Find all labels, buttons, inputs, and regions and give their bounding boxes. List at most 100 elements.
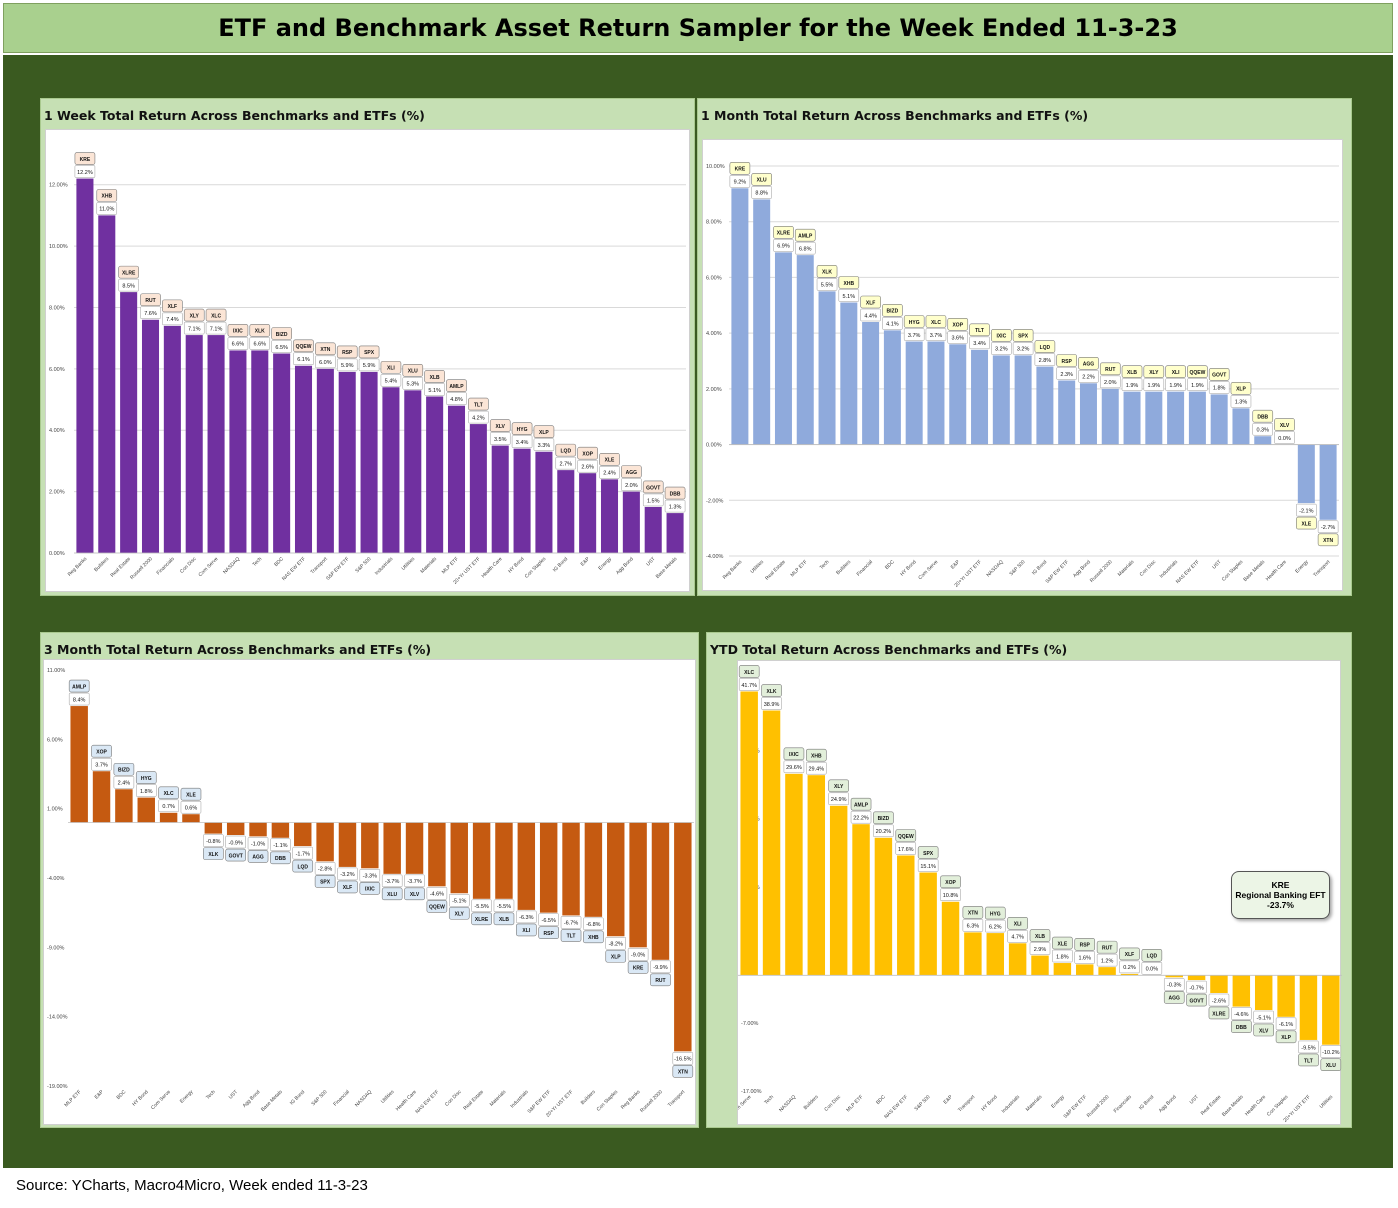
- three_month-ticker-label: RUT: [655, 978, 665, 984]
- ytd-data-label: 0.0%: [1146, 967, 1159, 973]
- week-category-label: UST: [645, 556, 656, 567]
- three_month-ticker-label: XLC: [164, 791, 174, 797]
- month-bar-hyg: [905, 341, 923, 445]
- month-category-label: Materials: [1117, 559, 1136, 578]
- ytd-data-label: -6.1%: [1279, 1022, 1293, 1028]
- three_month-ytick-label: -9.00%: [47, 945, 65, 951]
- month-bar-xlc: [927, 341, 945, 445]
- three_month-category-label: E&P: [94, 1089, 106, 1101]
- ytd-data-label: 20.2%: [876, 829, 892, 835]
- ytd-ticker-box: [850, 797, 872, 811]
- three_month-category-label: Agg Bond: [242, 1089, 262, 1109]
- month-category-label: Russell 2000: [1089, 559, 1114, 584]
- three_month-ticker-label: XLU: [387, 892, 397, 898]
- ytd-value-box: [1141, 962, 1163, 975]
- month-data-label: 2.2%: [1082, 375, 1095, 381]
- three_month-category-label: Materials: [489, 1089, 508, 1108]
- week-ticker-label: XLY: [190, 313, 200, 319]
- three_month-value-box: [583, 917, 604, 931]
- month-category-label: Health Care: [1265, 559, 1288, 582]
- month-category-label: Com Serve: [917, 559, 939, 581]
- week-category-label: NAS EW ETF: [281, 556, 307, 582]
- month-data-label: 1.9%: [1191, 383, 1204, 389]
- month-bar-xlb: [1123, 391, 1141, 445]
- three_month-value-box: [493, 899, 515, 913]
- three_month-bar-rut: [651, 822, 670, 960]
- ytd-value-box: [1231, 1007, 1252, 1020]
- month-ticker-label: XLP: [1236, 387, 1246, 393]
- month-bar-xly: [1145, 391, 1163, 445]
- three_month-value-box: [68, 692, 90, 706]
- month-value-box: [795, 241, 816, 255]
- three_month-data-label: 0.7%: [162, 804, 175, 810]
- month-value-box: [1143, 378, 1165, 391]
- ytd-ticker-box: [1298, 1053, 1319, 1067]
- week-value-box: [205, 321, 227, 335]
- ytd-ticker-label: DBB: [1236, 1025, 1247, 1031]
- month-bar-xle: [1297, 444, 1315, 504]
- month-ticker-box: [925, 315, 947, 328]
- ytd-ticker-box: [873, 811, 894, 825]
- three_month-value-box: [180, 800, 202, 814]
- ytd-ticker-box: [1253, 1023, 1275, 1037]
- week-data-label: 6.6%: [232, 342, 245, 348]
- week-value-box: [446, 392, 467, 405]
- ytd-category-label: Financials: [1113, 1094, 1134, 1115]
- three_month-ticker-label: AMLP: [72, 684, 87, 690]
- month-ytick-label: 4.00%: [706, 331, 722, 337]
- month-value-box: [729, 175, 751, 188]
- week-bar-kre: [76, 178, 94, 554]
- month-data-label: 1.9%: [1126, 383, 1139, 389]
- month-category-label: Reg Banks: [722, 559, 744, 581]
- month-category-label: Industrials: [1159, 559, 1180, 580]
- three_month-category-label: HY Bond: [131, 1089, 149, 1107]
- plot-area-1-month: -4.00% -2.00% 0.00% 2.00% 4.00% 6.00% 8.00% 10.…: [702, 139, 1343, 591]
- ytd-value-box: [962, 919, 984, 932]
- three_month-category-label: BDC: [116, 1089, 128, 1101]
- week-data-label: 7.1%: [210, 326, 223, 332]
- week-data-label: 5.3%: [407, 382, 420, 388]
- ytd-data-label: 1.6%: [1078, 956, 1091, 962]
- three_month-ticker-label: XLY: [455, 912, 465, 918]
- chart-title-3-month: 3 Month Total Return Across Benchmarks a…: [44, 642, 432, 657]
- month-ytick-label: -4.00%: [706, 554, 724, 560]
- month-ticker-box: [1056, 354, 1077, 367]
- month-ticker-box: [751, 173, 772, 186]
- ytd-value-box: [1119, 960, 1140, 974]
- month-value-box: [1296, 503, 1317, 517]
- week-data-label: 7.6%: [144, 311, 157, 317]
- three_month-ytick-label: 11.00%: [47, 668, 65, 674]
- three_month-ticker-box: [314, 875, 336, 888]
- ytd-ticker-label: XTN: [968, 911, 978, 917]
- three_month-category-label: Builders: [580, 1089, 597, 1106]
- ytd-ticker-label: HYG: [990, 911, 1001, 917]
- ytd-value-box: [895, 842, 917, 855]
- ytd-data-label: 22.2%: [853, 815, 869, 821]
- three_month-value-box: [471, 899, 492, 913]
- three_month-category-label: Energy: [179, 1089, 195, 1105]
- week-data-label: 7.1%: [188, 326, 201, 332]
- week-ticker-box: [489, 419, 511, 432]
- week-bar-spx: [360, 371, 378, 553]
- month-data-label: 1.9%: [1148, 383, 1161, 389]
- month-data-label: 8.8%: [755, 191, 768, 197]
- week-ticker-box: [577, 446, 598, 460]
- week-bar-agg: [622, 491, 640, 553]
- three_month-ytick-label: -4.00%: [47, 876, 65, 882]
- ytd-data-label: -4.6%: [1234, 1012, 1248, 1018]
- three_month-bar-xli: [517, 822, 536, 910]
- ytd-bar-xlk: [762, 710, 781, 976]
- week-data-label: 6.6%: [254, 342, 267, 348]
- ytd-ticker-box: [895, 829, 917, 842]
- page-title-bar: ETF and Benchmark Asset Return Sampler f…: [3, 3, 1393, 53]
- week-ticker-label: SPX: [364, 350, 375, 356]
- ytd-bar-xlre: [1210, 975, 1228, 993]
- month-ticker-label: SPX: [1018, 334, 1029, 340]
- ytd-ticker-label: XLY: [834, 784, 844, 790]
- week-value-box: [424, 383, 445, 396]
- ytd-bar-xlp: [1277, 975, 1295, 1017]
- ytd-data-label: -0.3%: [1167, 983, 1181, 989]
- ytd-category-label: BDC: [875, 1094, 887, 1106]
- ytd-data-label: 1.2%: [1101, 958, 1114, 964]
- month-category-label: MLP ETF: [790, 559, 809, 578]
